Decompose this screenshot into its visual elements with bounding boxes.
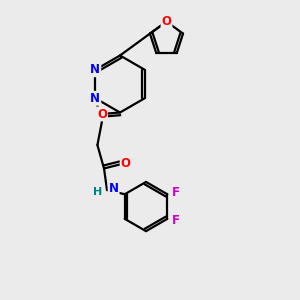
Text: N: N [90,63,100,76]
Text: N: N [109,182,118,195]
Text: N: N [90,92,100,105]
Text: O: O [121,157,130,169]
Text: F: F [172,214,180,227]
Text: O: O [161,15,172,28]
Text: H: H [93,188,102,197]
Text: O: O [97,107,107,121]
Text: F: F [172,186,180,199]
